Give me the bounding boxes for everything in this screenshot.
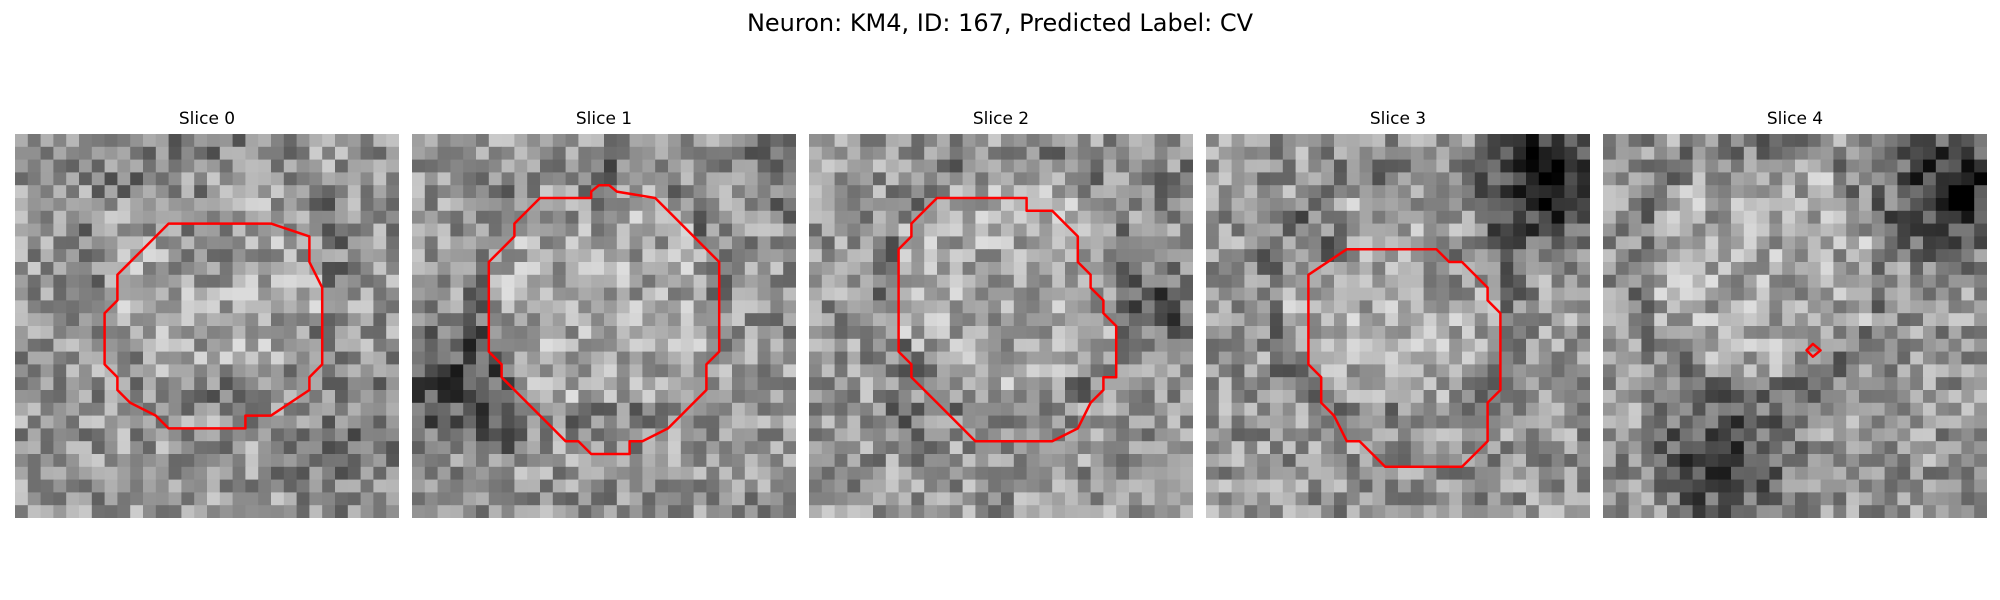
slice-image-3 <box>1206 134 1590 518</box>
slice-image-4 <box>1603 134 1987 518</box>
slice-title-3: Slice 3 <box>1369 109 1427 129</box>
segmentation-outline <box>487 183 721 456</box>
slice-title-2: Slice 2 <box>972 109 1030 129</box>
slice-panel-1: Slice 1 <box>412 108 796 518</box>
slice-image-2 <box>809 134 1193 518</box>
slice-title-0: Slice 0 <box>178 109 236 129</box>
slice-panel-0: Slice 0 <box>15 108 399 518</box>
slice-panel-4: Slice 4 <box>1603 108 1987 518</box>
segmentation-outline <box>897 196 1118 443</box>
slice-panel-3: Slice 3 <box>1206 108 1590 518</box>
segmentation-outline <box>103 222 324 430</box>
segmentation-outline <box>1307 247 1502 469</box>
segmentation-outline <box>1805 342 1822 358</box>
slice-image-1 <box>412 134 796 518</box>
slice-image-0 <box>15 134 399 518</box>
slice-panel-2: Slice 2 <box>809 108 1193 518</box>
slice-title-4: Slice 4 <box>1766 109 1824 129</box>
slice-title-1: Slice 1 <box>575 109 633 129</box>
figure-title: Neuron: KM4, ID: 167, Predicted Label: C… <box>746 9 1254 37</box>
